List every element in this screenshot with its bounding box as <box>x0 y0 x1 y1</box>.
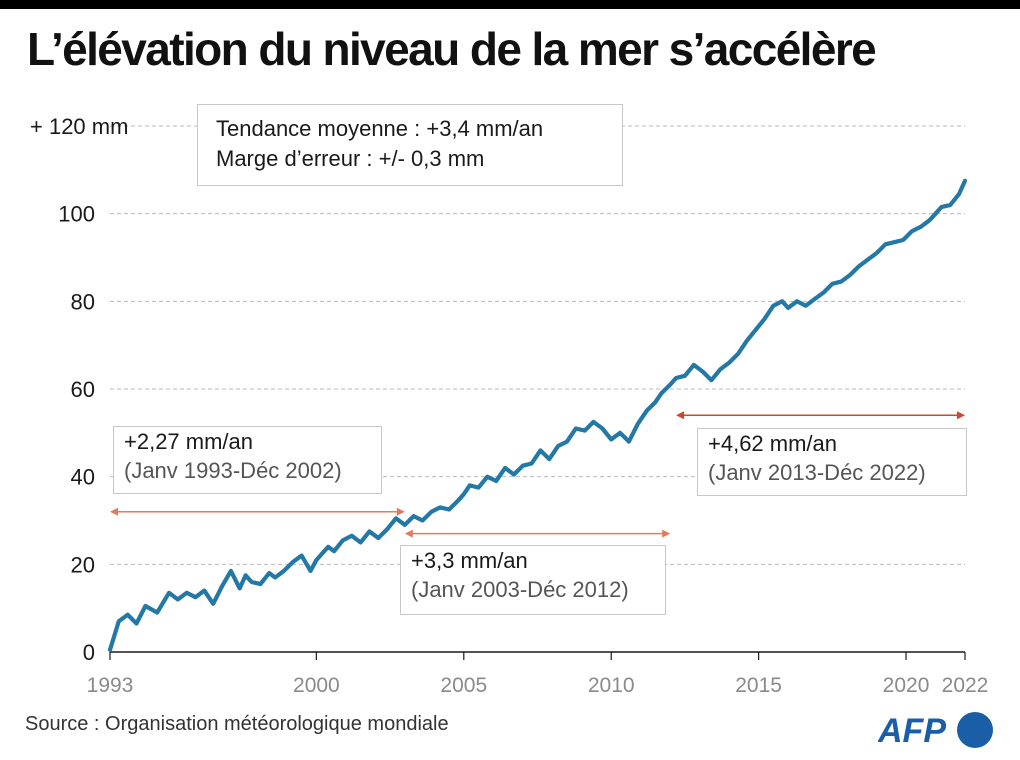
x-tick-label: 2005 <box>440 674 487 697</box>
y-tick-label: 20 <box>71 552 95 577</box>
annotation-box-2003-2012: +3,3 mm/an (Janv 2003-Déc 2012) <box>400 545 666 615</box>
y-tick-label: 100 <box>58 202 95 227</box>
period-arrow <box>110 507 405 516</box>
y-tick-label: 0 <box>83 640 95 665</box>
sea-level-line <box>107 178 968 652</box>
y-tick-label: 80 <box>71 289 95 314</box>
afp-logo-text: AFP <box>878 712 946 750</box>
period-arrow <box>676 411 965 420</box>
y-tick-labels: 0 20 40 60 80 100 + 120 mm <box>30 114 128 665</box>
annotation-box-1993-2002: +2,27 mm/an (Janv 1993-Déc 2002) <box>113 426 382 494</box>
afp-logo-circle <box>957 712 993 748</box>
x-tick-label: 2015 <box>735 674 782 697</box>
afp-logo: AFP <box>878 712 993 750</box>
period-arrow-head-left <box>404 529 413 538</box>
annotation-period: (Janv 2013-Déc 2022) <box>708 460 926 485</box>
trend-error-margin: Marge d’erreur : +/- 0,3 mm <box>216 146 485 171</box>
period-arrow <box>404 529 671 538</box>
period-arrow-head-left <box>676 411 685 420</box>
grid-lines <box>110 125 965 565</box>
annotation-rate: +4,62 mm/an <box>708 431 838 456</box>
annotation-period: (Janv 1993-Déc 2002) <box>124 458 342 483</box>
period-arrow-head-right <box>957 411 965 420</box>
x-tick-label: 2022 <box>942 674 989 697</box>
x-tick-label: 2010 <box>588 674 635 697</box>
x-tick-label: 2000 <box>293 674 340 697</box>
y-tick-label: 40 <box>71 465 95 490</box>
trend-box: Tendance moyenne : +3,4 mm/an Marge d’er… <box>197 104 623 186</box>
period-arrows <box>110 411 965 538</box>
trend-average: Tendance moyenne : +3,4 mm/an <box>216 116 544 141</box>
period-arrow-head-right <box>662 529 671 538</box>
x-axis <box>109 651 966 660</box>
y-tick-label: + 120 mm <box>30 114 128 139</box>
annotation-rate: +3,3 mm/an <box>411 548 528 573</box>
x-tick-labels: 1993 2000 2005 2010 2015 2020 2022 <box>87 674 989 697</box>
source-note: Source : Organisation météorologique mon… <box>25 713 449 735</box>
x-tick-label: 2020 <box>883 674 930 697</box>
annotation-box-2013-2022: +4,62 mm/an (Janv 2013-Déc 2022) <box>697 428 967 496</box>
annotation-rate: +2,27 mm/an <box>124 429 254 454</box>
period-arrow-head-left <box>110 507 118 516</box>
top-bar <box>0 0 1020 9</box>
x-tick-label: 1993 <box>87 674 134 697</box>
y-tick-label: 60 <box>71 377 95 402</box>
chart-title: L’élévation du niveau de la mer s’accélè… <box>27 23 877 75</box>
period-arrow-head-right <box>396 507 405 516</box>
annotation-period: (Janv 2003-Déc 2012) <box>411 577 629 602</box>
